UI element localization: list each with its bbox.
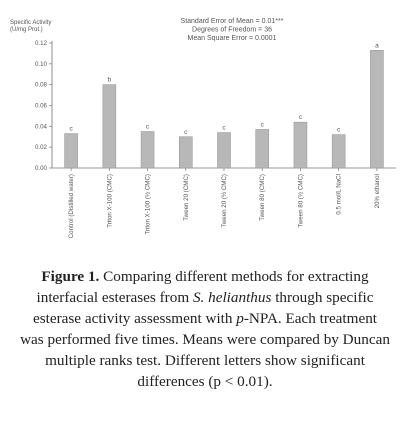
y-tick-label: 0.00 — [35, 165, 48, 172]
stats-line: Mean Square Error = 0.0001 — [188, 35, 277, 42]
caption-species: S. helianthus — [192, 289, 272, 306]
bar — [370, 49, 384, 169]
significance-letter: c — [222, 125, 226, 132]
stats-line: Standard Error of Mean = 0.01*** — [181, 18, 284, 25]
significance-letter: c — [299, 114, 303, 121]
caption-text-1: Comparing different methods for extracti… — [36, 268, 369, 306]
caption-text-3: -NPA. Each treatment was performed five … — [20, 310, 390, 390]
bar — [331, 134, 346, 169]
bar — [64, 133, 78, 169]
caption-substrate-prefix: p — [236, 310, 244, 327]
bar-chart: 0.00 0.02 0.04 0.06 0.08 0.10 0.12 c b c c c c c c a C… — [10, 18, 396, 238]
category-label: Tween 80 (CMC) — [259, 174, 266, 221]
caption-text-2: through specific esterase activity asses… — [32, 289, 374, 327]
chart-bars — [64, 49, 384, 169]
y-tick-label: 0.02 — [35, 144, 48, 151]
significance-letter: a — [375, 42, 379, 49]
significance-letter: b — [108, 77, 112, 84]
y-axis-title-line: Specific Activity — [10, 20, 51, 26]
category-label: Triton X-100 (½ CMC) — [145, 174, 152, 235]
category-label: 20% ethanol — [374, 174, 381, 208]
category-label: Tween 20 (½ CMC) — [221, 174, 228, 228]
bar — [217, 132, 231, 169]
significance-letter: c — [146, 124, 150, 131]
y-axis-title: Specific Activity(U/mg Prot.) — [10, 20, 51, 33]
significance-letter: c — [261, 121, 265, 128]
y-tick-label: 0.06 — [35, 103, 48, 110]
stats-line: Degrees of Freedom = 36 — [192, 27, 272, 34]
caption-label: Figure 1. — [41, 268, 100, 285]
y-tick-label: 0.10 — [35, 61, 48, 68]
bar — [293, 121, 308, 169]
y-tick-label: 0.08 — [35, 82, 48, 89]
bar — [102, 84, 117, 169]
bar — [178, 136, 193, 169]
y-axis-title-line: (U/mg Prot.) — [10, 27, 43, 33]
category-label: Control (Distilled water) — [68, 174, 75, 238]
y-tick-label: 0.04 — [35, 123, 48, 130]
figure-caption: Figure 1. Comparing different methods fo… — [20, 266, 390, 392]
significance-letter: c — [337, 127, 341, 134]
y-axis-ticks: 0.00 0.02 0.04 0.06 0.08 0.10 0.12 — [35, 40, 52, 172]
significance-letter: c — [184, 129, 188, 136]
significance-letters: c b c c c c c c a — [69, 42, 379, 135]
bar — [255, 129, 270, 169]
category-label: Triton X-100 (CMC) — [106, 174, 113, 228]
category-label: Tween 80 (½ CMC) — [297, 174, 304, 228]
category-label: 0.5 mol/L NaCl — [336, 174, 343, 215]
significance-letter: c — [69, 126, 73, 133]
category-label: Tween 20 (CMC) — [183, 174, 190, 221]
y-tick-label: 0.12 — [35, 40, 48, 47]
stats-annotation: Standard Error of Mean = 0.01*** Degrees … — [181, 18, 284, 42]
x-axis-category-labels: Control (Distilled water) Triton X-100 (C… — [68, 174, 381, 238]
bar — [140, 131, 155, 169]
